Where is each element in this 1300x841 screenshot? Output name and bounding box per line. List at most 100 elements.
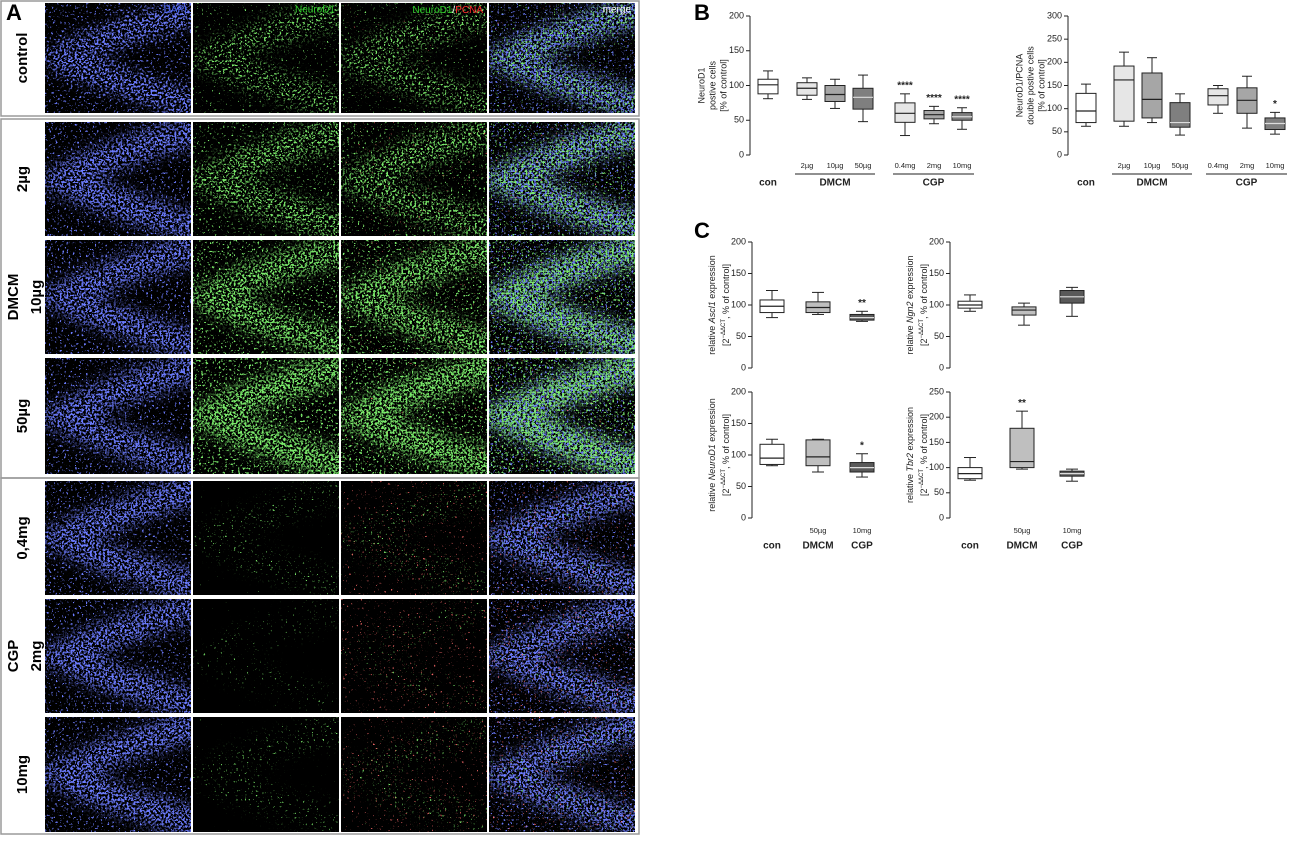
- group-label: CGP: [923, 178, 945, 189]
- row-label: 0,4mg: [14, 516, 31, 559]
- box: [852, 87, 874, 110]
- y-axis-label: [% of control]: [718, 59, 728, 112]
- column-header-part: NeuroD1: [412, 5, 452, 16]
- box: [805, 439, 831, 467]
- panel-label: C: [694, 218, 710, 243]
- y-tick-label: 50: [734, 115, 744, 125]
- y-tick-label: 200: [929, 236, 944, 246]
- y-label-part: expression: [905, 255, 915, 301]
- box: [1011, 306, 1037, 316]
- group-label: CGP: [5, 640, 22, 673]
- y-tick-label: 0: [741, 512, 746, 522]
- y-tick-label: 200: [731, 236, 746, 246]
- micrograph: [341, 122, 487, 236]
- box: [1113, 65, 1135, 122]
- stain: [489, 599, 635, 713]
- micrograph: [489, 717, 635, 832]
- y-tick-label: 200: [1047, 57, 1062, 67]
- dose-label: 2mg: [1240, 161, 1255, 170]
- row-label: 2mg: [28, 641, 45, 672]
- column-header-part: /: [452, 5, 455, 16]
- box: [1141, 72, 1163, 119]
- dose-label: 2mg: [927, 161, 942, 170]
- y-tick-label: 100: [929, 299, 944, 309]
- micrograph: [341, 358, 487, 474]
- dose-label: 50µg: [855, 161, 872, 170]
- stain: [45, 240, 191, 354]
- stain: [45, 358, 191, 474]
- y-tick-label: 150: [929, 268, 944, 278]
- y-label-gene: Ngn2: [905, 302, 915, 324]
- stain: [341, 240, 487, 354]
- micrograph: [193, 481, 339, 595]
- group-label: DMCM: [802, 541, 833, 552]
- y-tick-label: 0: [939, 512, 944, 522]
- y-tick-label: 100: [731, 299, 746, 309]
- dose-label: 10mg: [1266, 161, 1285, 170]
- micrograph: [489, 599, 635, 713]
- box: [894, 102, 916, 123]
- y-tick-label: 50: [736, 481, 746, 491]
- stain: [45, 122, 191, 236]
- y-tick-label: 50: [934, 487, 944, 497]
- group-label: DMCM: [819, 178, 850, 189]
- group-label: DMCM: [1006, 541, 1037, 552]
- y-label-exponent: −ΔΔCT: [721, 319, 727, 339]
- stain: [489, 3, 635, 113]
- group-label: DMCM: [5, 274, 22, 321]
- micrograph: [193, 3, 339, 113]
- y-label-part: expression: [707, 398, 717, 444]
- micrograph: [489, 122, 635, 236]
- row-label: control: [14, 33, 31, 84]
- row-label: 50µg: [14, 399, 31, 434]
- row-label: 2µg: [14, 166, 31, 192]
- micrograph: [45, 481, 191, 595]
- significance: *: [860, 440, 864, 451]
- micrograph: [193, 599, 339, 713]
- y-label-gene: Tbr2: [905, 453, 915, 472]
- micrograph: [489, 481, 635, 595]
- y-label-part: [2: [919, 339, 929, 347]
- stain: [193, 481, 339, 595]
- stain: [193, 240, 339, 354]
- y-tick-label: 300: [1047, 10, 1062, 20]
- micrograph: [193, 240, 339, 354]
- y-axis-label: relative Ngn2 expression: [905, 255, 915, 354]
- micrograph: [341, 240, 487, 354]
- dose-label: 10mg: [1063, 526, 1082, 535]
- y-tick-label: 200: [729, 10, 744, 20]
- stain: [489, 717, 635, 832]
- box: [757, 78, 779, 95]
- y-label-gene: Ascl1: [707, 301, 717, 324]
- stain: [45, 481, 191, 595]
- dose-label: 10µg: [827, 161, 844, 170]
- group-label: con: [759, 178, 777, 189]
- y-tick-label: 0: [1057, 149, 1062, 159]
- y-axis-label: [2−ΔΔCT, % of control]: [721, 264, 732, 346]
- y-axis-label: [2−ΔΔCT, % of control]: [721, 414, 732, 496]
- y-label-part: [2: [721, 339, 731, 347]
- dose-label: 50µg: [810, 526, 827, 535]
- micrograph: [341, 717, 487, 832]
- y-tick-label: 100: [1047, 103, 1062, 113]
- significance: **: [858, 298, 866, 309]
- stain: [489, 358, 635, 474]
- y-label-gene: NeuroD1: [707, 444, 717, 480]
- y-tick-label: 250: [1047, 34, 1062, 44]
- box: [796, 82, 818, 96]
- y-label-part: relative: [905, 472, 915, 504]
- y-axis-label: [2−ΔΔCT, % of control]: [919, 414, 930, 496]
- group-label: DMCM: [1136, 178, 1167, 189]
- significance: **: [1018, 398, 1026, 409]
- micrograph: [489, 358, 635, 474]
- y-label-part: [2: [919, 489, 929, 497]
- micrograph: [341, 3, 487, 113]
- frame: [0, 477, 640, 835]
- group-label: con: [763, 541, 781, 552]
- dose-label: 50µg: [1014, 526, 1031, 535]
- y-label-part: relative: [707, 480, 717, 512]
- column-header: NeuroD1: [295, 5, 335, 16]
- stain: [341, 717, 487, 832]
